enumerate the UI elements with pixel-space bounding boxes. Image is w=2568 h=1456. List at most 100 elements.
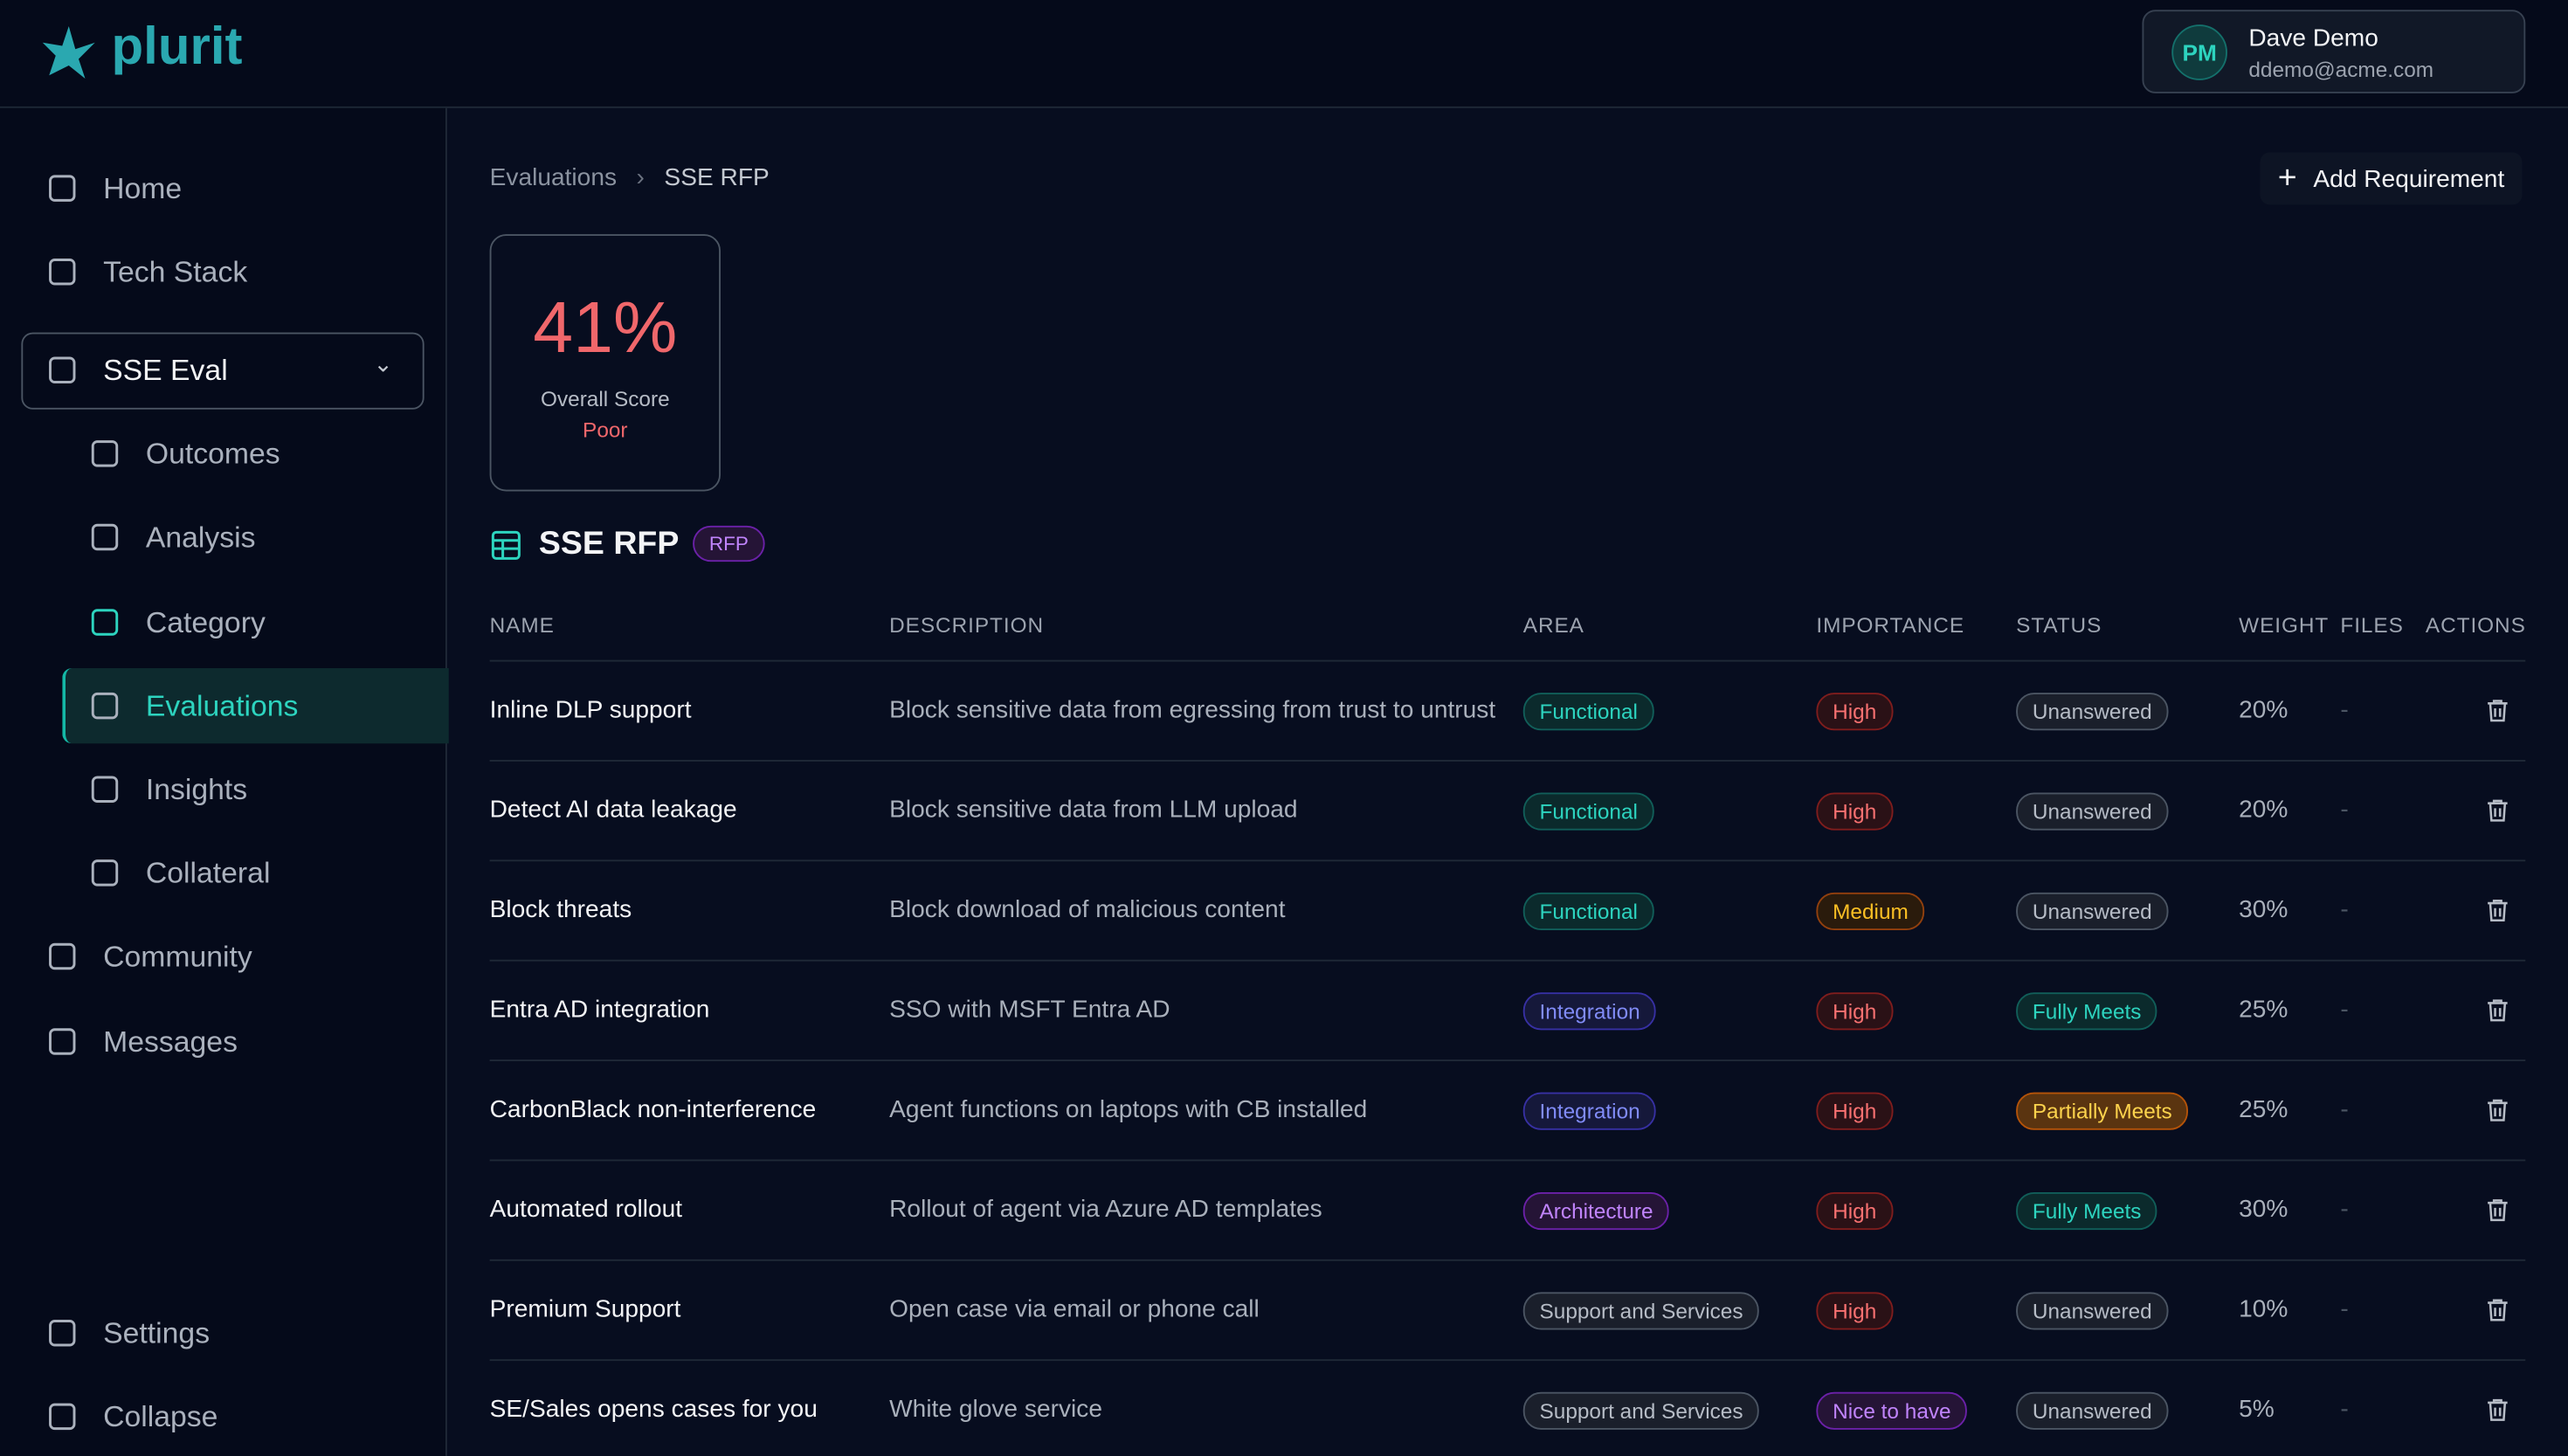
badge: Support and Services: [1522, 1391, 1760, 1430]
cell: -: [2340, 895, 2349, 924]
cell: 30%: [2239, 895, 2288, 924]
add-button[interactable]: + Add Requirement: [2260, 152, 2523, 205]
badge: Unanswered: [2016, 1292, 2169, 1330]
cell: CarbonBlack non-interference: [489, 1095, 817, 1124]
badge: Functional: [1522, 892, 1654, 930]
cell: Open case via email or phone call: [889, 1295, 1260, 1323]
nav-icon: [49, 175, 76, 202]
nav-label: Category: [145, 604, 266, 638]
delete-button[interactable]: [2483, 796, 2513, 833]
nav-label: Settings: [103, 1315, 211, 1349]
column-header: IMPORTANCE: [1816, 612, 1965, 638]
nav-item[interactable]: Settings: [45, 1301, 210, 1366]
nav-item[interactable]: SSE Eval: [45, 337, 228, 403]
badge: Unanswered: [2016, 693, 2169, 731]
nav-item[interactable]: Outcomes: [86, 421, 280, 486]
crumb: SSE RFP: [664, 163, 770, 192]
group-box[interactable]: [21, 332, 425, 410]
delete-button[interactable]: [2483, 1196, 2513, 1233]
column-header: DESCRIPTION: [889, 612, 1045, 638]
row-divider: [489, 859, 2526, 862]
trash-icon: [2488, 799, 2508, 822]
cell: 20%: [2239, 695, 2288, 724]
cell: Block download of malicious content: [889, 895, 1286, 924]
nav-label: Outcomes: [145, 436, 280, 470]
nav-item[interactable]: Community: [45, 924, 252, 990]
row-divider: [489, 959, 2526, 962]
cell: -: [2340, 796, 2349, 825]
score-rating: Poor: [583, 417, 628, 443]
delete-button[interactable]: [2483, 1095, 2513, 1133]
score-label: Overall Score: [540, 386, 670, 411]
nav-item[interactable]: Messages: [45, 1009, 238, 1074]
nav-label: Tech Stack: [103, 254, 248, 288]
cell: 25%: [2239, 1095, 2288, 1124]
user-email: ddemo@acme.com: [2248, 57, 2434, 82]
header: plurit PM Dave Demo ddemo@acme.com: [0, 0, 2568, 108]
user-name: Dave Demo: [2248, 24, 2378, 52]
badge: Fully Meets: [2016, 1192, 2158, 1231]
nav-label: Insights: [145, 772, 248, 805]
active-bg: [62, 668, 449, 744]
cell: Rollout of agent via Azure AD templates: [889, 1195, 1322, 1224]
badge: Functional: [1522, 693, 1654, 731]
delete-button[interactable]: [2483, 1396, 2513, 1433]
nav-item[interactable]: Collapse: [45, 1384, 218, 1449]
nav-item[interactable]: Insights: [86, 756, 247, 822]
delete-button[interactable]: [2483, 696, 2513, 734]
badge: High: [1816, 792, 1894, 831]
badge: High: [1816, 1292, 1894, 1330]
nav-label: Messages: [103, 1024, 238, 1058]
delete-button[interactable]: [2483, 896, 2513, 934]
delete-button[interactable]: [2483, 1295, 2513, 1333]
nav-icon: [91, 692, 119, 720]
nav-label: Collapse: [103, 1399, 218, 1432]
cell: -: [2340, 1095, 2349, 1124]
nav-icon: [91, 523, 119, 551]
nav-item[interactable]: Analysis: [86, 505, 256, 570]
trash-icon: [2488, 1099, 2508, 1121]
nav-item[interactable]: Tech Stack: [45, 239, 248, 305]
nav-label: Collateral: [145, 855, 271, 889]
badge: High: [1816, 992, 1894, 1031]
nav-icon: [49, 942, 76, 970]
cell: SE/Sales opens cases for you: [489, 1395, 818, 1424]
badge: Unanswered: [2016, 1391, 2169, 1430]
nav-icon: [91, 440, 119, 467]
row-divider: [489, 1259, 2526, 1261]
nav-item[interactable]: Evaluations: [86, 673, 298, 739]
cell: Detect AI data leakage: [489, 796, 737, 825]
logo-icon: [42, 26, 95, 79]
crumb[interactable]: Evaluations: [489, 163, 618, 192]
nav-icon: [49, 356, 76, 383]
cell: -: [2340, 1295, 2349, 1323]
avatar: PM: [2171, 24, 2227, 80]
cell: SSO with MSFT Entra AD: [889, 996, 1170, 1024]
badge: Medium: [1816, 892, 1925, 930]
badge: Integration: [1522, 1092, 1657, 1130]
nav-label: Evaluations: [145, 688, 299, 721]
cell: Block sensitive data from egressing from…: [889, 695, 1496, 724]
cell: 30%: [2239, 1195, 2288, 1224]
crumb-sep: ›: [636, 163, 645, 192]
nav-item[interactable]: Collateral: [86, 840, 270, 906]
delete-button[interactable]: [2483, 996, 2513, 1033]
nav-label: Home: [103, 170, 183, 204]
nav-item[interactable]: Home: [45, 155, 183, 221]
breadcrumb: Evaluations › SSE RFP: [490, 164, 770, 192]
row-divider: [489, 659, 2526, 662]
cell: Automated rollout: [489, 1195, 683, 1224]
user-menu[interactable]: PM Dave Demo ddemo@acme.com: [2142, 10, 2526, 93]
nav-item[interactable]: Category: [86, 590, 266, 655]
column-header: STATUS: [2016, 612, 2102, 638]
cell: -: [2340, 996, 2349, 1024]
badge: High: [1816, 1192, 1894, 1231]
trash-icon: [2488, 1299, 2508, 1321]
table-tag: RFP: [693, 525, 765, 562]
badge: High: [1816, 693, 1894, 731]
cell: 20%: [2239, 796, 2288, 825]
cell: Block threats: [489, 895, 632, 924]
trash-icon: [2488, 1199, 2508, 1222]
row-divider: [489, 760, 2526, 762]
